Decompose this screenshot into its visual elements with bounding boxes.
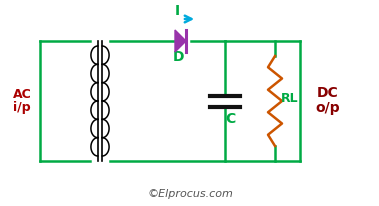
Text: D: D (172, 50, 184, 64)
Text: DC: DC (317, 86, 339, 100)
Text: I: I (174, 4, 180, 18)
Polygon shape (175, 30, 186, 52)
Text: ©Elprocus.com: ©Elprocus.com (147, 189, 233, 199)
Text: o/p: o/p (316, 101, 340, 115)
Text: AC: AC (13, 89, 31, 102)
Text: i/p: i/p (13, 102, 31, 115)
Text: RL: RL (281, 92, 299, 105)
Text: C: C (225, 112, 235, 126)
